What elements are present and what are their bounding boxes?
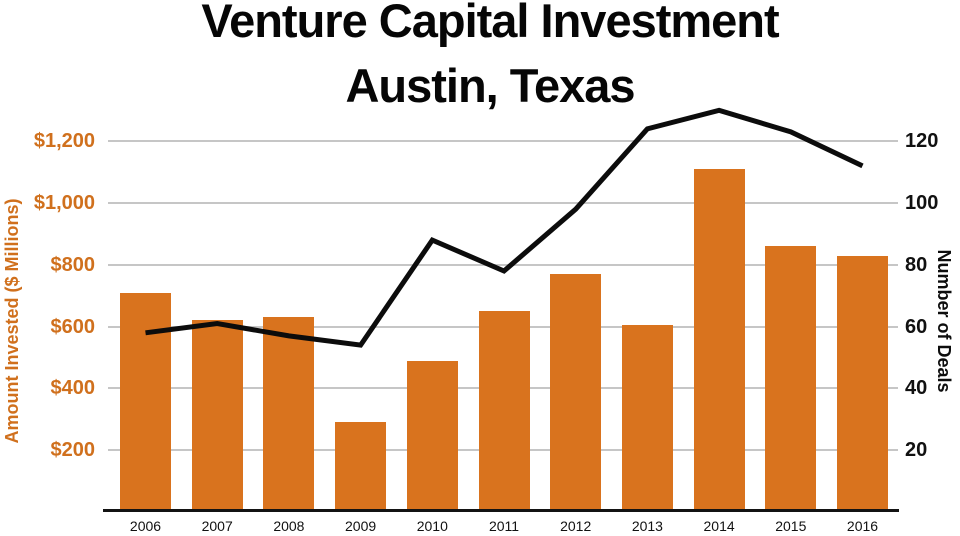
bar-2010 <box>406 360 458 510</box>
gridline-1000 <box>108 202 898 204</box>
gridline-1200 <box>108 140 898 143</box>
left-tick-label: $200 <box>50 439 96 462</box>
right-tick-label: 100 <box>905 192 939 214</box>
right-tick-label: 60 <box>905 315 928 338</box>
bar-2008 <box>263 317 315 510</box>
bar-2015 <box>765 246 817 510</box>
bar-2011 <box>478 311 530 510</box>
year-label-2011: 2011 <box>488 518 520 534</box>
year-label-2015: 2015 <box>775 518 807 534</box>
bar-2006 <box>120 292 171 510</box>
deals-line <box>145 107 864 348</box>
chart-subtitle: Austin, Texas <box>345 59 635 112</box>
bar-2014 <box>693 169 745 510</box>
left-tick-label: $1,000 <box>33 192 95 214</box>
right-tick-label: 120 <box>905 130 939 153</box>
bar-2013 <box>621 325 673 510</box>
year-label-2008: 2008 <box>273 518 305 534</box>
year-label-2016: 2016 <box>846 518 879 534</box>
left-tick-label: $600 <box>50 315 96 338</box>
year-label-2013: 2013 <box>631 518 663 534</box>
bar-2012 <box>550 274 602 510</box>
year-label-2007: 2007 <box>201 518 233 534</box>
left-tick-label: $400 <box>50 377 96 400</box>
right-tick-label: 80 <box>905 253 928 276</box>
bar-2009 <box>335 422 387 510</box>
left-tick-label: $1,200 <box>33 130 95 153</box>
year-label-2009: 2009 <box>345 518 377 534</box>
x-axis-line <box>103 509 899 512</box>
year-label-2006: 2006 <box>129 518 162 534</box>
bar-2016 <box>837 255 888 510</box>
year-label-2014: 2014 <box>703 518 735 534</box>
right-tick-label: 20 <box>905 439 928 462</box>
left-tick-label: $800 <box>50 253 96 276</box>
chart-title: Venture Capital Investment <box>201 0 779 47</box>
bar-2007 <box>191 320 243 510</box>
year-label-2012: 2012 <box>560 518 592 534</box>
right-tick-label: 40 <box>905 377 928 400</box>
year-label-2010: 2010 <box>416 518 448 534</box>
